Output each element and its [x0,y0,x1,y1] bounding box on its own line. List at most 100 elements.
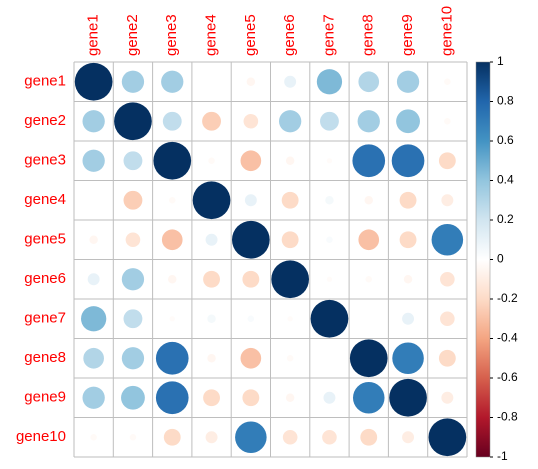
corr-circle [155,341,189,375]
corr-circle [232,220,270,259]
corr-circle [441,391,454,404]
corr-circle [399,231,417,249]
corr-circle [326,236,333,244]
corr-circle [244,194,257,207]
corr-circle [162,111,182,131]
colorbar [475,61,491,458]
corr-circle [121,70,145,93]
corr-circle [438,349,456,367]
corr-circle [121,268,145,291]
colorbar-tick-label: 1 [497,54,504,68]
corr-circle [74,62,113,101]
corr-circle [121,385,145,410]
colorbar-tick-label: 0.2 [497,212,514,226]
corr-circle [396,70,420,93]
colorbar-tick-label: 0.8 [497,94,514,108]
corr-circle [403,275,413,284]
row-label: gene6 [24,270,66,287]
column-label: gene9 [399,14,416,56]
corr-circle [192,181,231,220]
column-label: gene8 [360,14,377,56]
corr-circle [444,117,451,125]
corr-circle [402,312,415,325]
corr-circle [169,316,175,322]
corr-circle [205,431,218,444]
corr-circle [207,314,216,323]
corr-circle [322,429,337,445]
column-label: gene5 [242,14,259,56]
corr-circle [281,191,299,209]
corr-circle [402,431,415,444]
colorbar-tick-label: 0.6 [497,133,514,147]
corr-circle [389,378,427,417]
corr-circle [440,311,455,327]
corr-circle [242,270,260,288]
corr-circle [82,149,105,172]
row-label: gene5 [24,231,66,248]
column-label: gene1 [85,14,102,56]
corr-circle [240,150,262,172]
corr-circle [207,354,216,363]
row-label: gene1 [24,73,66,90]
corr-circle [235,421,267,454]
corr-circle [83,347,104,369]
corr-circle [352,144,386,178]
corr-circle [243,113,259,129]
corr-circle [208,157,215,165]
corr-circle [285,393,295,402]
corr-circle [81,306,107,332]
corr-circle [161,229,183,251]
corr-circle [428,418,467,457]
corr-circle [320,111,339,131]
corr-circle [392,342,424,375]
corr-circle [121,347,145,370]
corr-circle [438,152,456,170]
corr-circle [205,233,218,246]
corr-circle [247,315,255,323]
column-label: gene10 [438,6,455,56]
column-label: gene2 [124,14,141,56]
corr-circle [123,309,143,329]
corr-circle [82,386,105,409]
colorbar-tick-label: 0 [497,252,504,266]
corr-circle [89,235,98,244]
colorbar-tick-label: -1 [497,449,508,463]
corr-circle [444,78,451,86]
corr-circle [396,109,420,134]
corr-circle [349,339,388,378]
row-label: gene10 [16,428,66,445]
corr-circle [123,151,143,171]
corr-circle [114,102,152,141]
colorbar-tick-label: -0.2 [497,291,518,305]
corr-circle [326,158,333,164]
corr-circle [358,229,380,251]
corr-circle [153,141,192,180]
colorbar-tick-label: 0.4 [497,173,514,187]
corr-circle [323,391,336,404]
corr-circle [285,156,295,165]
row-label: gene7 [24,310,66,327]
corr-circle [202,111,221,131]
corr-circle [399,191,417,209]
row-label: gene2 [24,112,66,129]
corr-circle [168,275,177,284]
corr-circle [364,196,373,205]
corr-circle [352,381,385,414]
corr-circle [310,299,349,338]
row-label: gene3 [24,152,66,169]
colorbar-tick-label: -0.4 [497,331,518,345]
corr-circle [203,270,220,288]
corr-circle [278,110,302,133]
corr-circle [358,71,380,93]
corr-circle [163,428,181,446]
corr-circle [391,144,425,178]
corr-circle [203,389,220,407]
corr-circle [82,110,105,133]
corr-circle [440,271,455,287]
corr-circle [168,196,176,204]
corr-circle [360,428,378,446]
row-label: gene9 [24,389,66,406]
corr-circle [287,316,293,322]
corr-circle [246,77,256,86]
